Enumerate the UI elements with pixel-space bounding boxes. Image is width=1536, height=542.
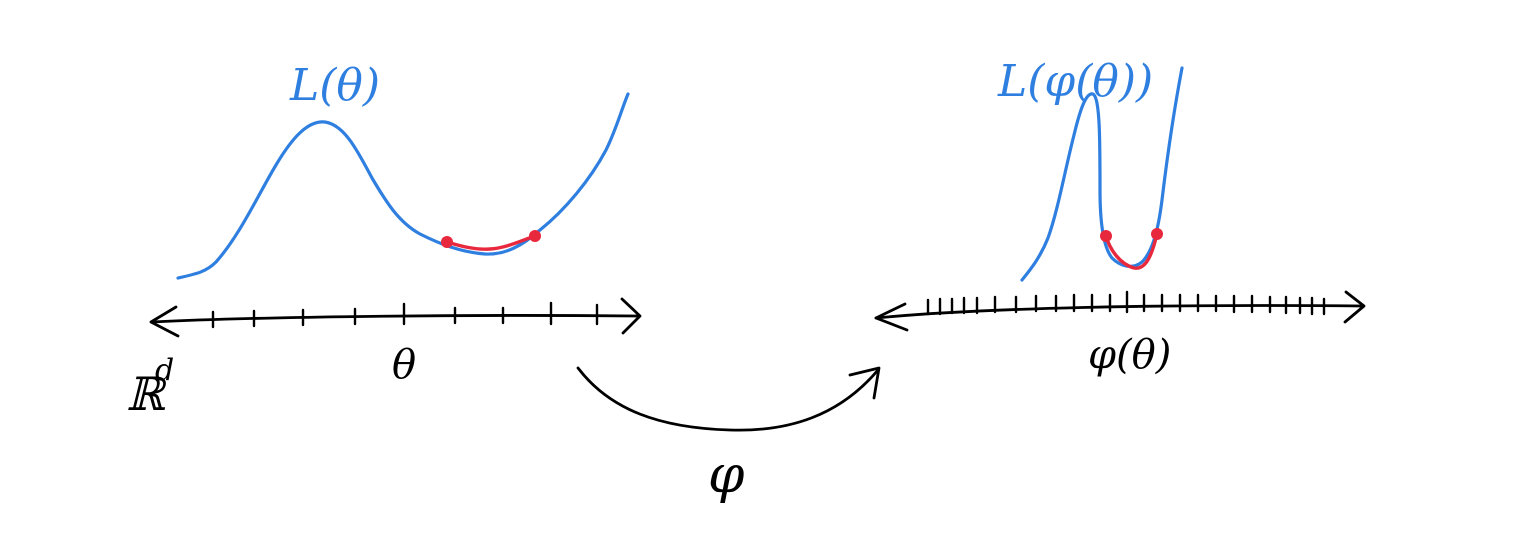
right-minimum-endpoint-a: [1100, 230, 1112, 242]
left-panel: L(θ) θ ℝ d: [126, 60, 642, 421]
left-flat-minimum-highlight: [445, 234, 537, 251]
mapping-arrow: φ: [576, 366, 881, 505]
right-axis-arrow-left: [874, 302, 909, 332]
right-panel: L(φ(θ)): [874, 56, 1366, 378]
left-axis-label: θ: [392, 342, 416, 388]
left-axis-ticks: [211, 301, 599, 329]
left-axis-arrow-right: [620, 297, 642, 335]
mapping-curve: [576, 366, 880, 432]
left-axis-line: [150, 314, 640, 324]
parameter-space-superscript: d: [155, 353, 174, 388]
left-minimum-endpoint-a: [441, 236, 453, 248]
right-axis-arrow-right: [1343, 290, 1366, 324]
right-curve-label: L(φ(θ)): [997, 56, 1153, 107]
right-sharp-minimum-highlight: [1104, 232, 1159, 270]
right-axis-label: φ(θ): [1088, 332, 1171, 378]
left-curve-label: L(θ): [289, 60, 380, 111]
right-loss-curve: [1020, 66, 1184, 282]
parameter-space-label: ℝ: [126, 367, 167, 421]
right-minimum-endpoint-b: [1151, 228, 1163, 240]
mapping-label: φ: [708, 445, 745, 505]
right-axis-ticks: [926, 290, 1326, 316]
left-loss-curve: [176, 92, 630, 280]
mapping-arrowhead: [848, 366, 881, 400]
left-minimum-endpoint-b: [529, 230, 541, 242]
right-axis-line: [874, 304, 1364, 320]
left-axis-arrow-left: [149, 305, 180, 338]
